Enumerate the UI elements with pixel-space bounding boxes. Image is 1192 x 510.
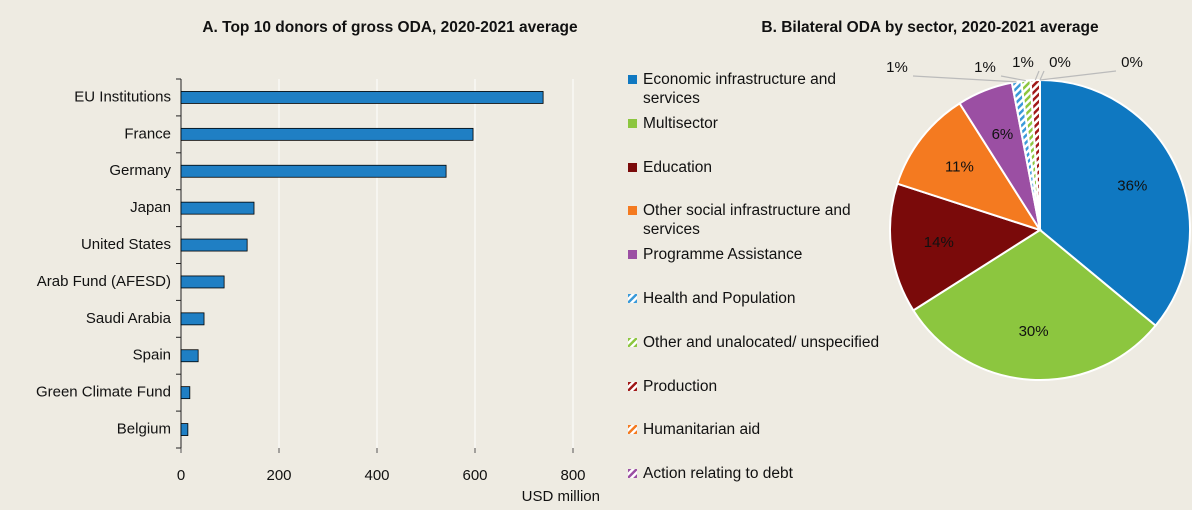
data-label: 36% bbox=[1117, 178, 1147, 195]
x-tick-label: 400 bbox=[364, 467, 389, 484]
legend-item: Other and unalocated/ unspecified bbox=[628, 333, 918, 352]
bar bbox=[180, 312, 205, 326]
legend-swatch bbox=[628, 381, 637, 391]
bar bbox=[180, 423, 189, 436]
y-tick-label: Germany bbox=[109, 162, 171, 179]
data-label: 1% bbox=[974, 59, 996, 76]
legend-label: Action relating to debt bbox=[643, 465, 793, 483]
data-label: 0% bbox=[1121, 54, 1143, 71]
legend-swatch bbox=[628, 206, 637, 216]
y-tick-label: Japan bbox=[130, 199, 171, 216]
y-tick-label: Belgium bbox=[117, 421, 171, 438]
leader-line bbox=[912, 75, 1017, 83]
bar bbox=[180, 349, 199, 363]
pie-slice bbox=[911, 228, 1157, 382]
bar bbox=[180, 127, 474, 141]
leader-line bbox=[1039, 70, 1117, 81]
legend-label: Production bbox=[643, 377, 718, 395]
legend-label: Economic infrastructure and services bbox=[643, 71, 836, 107]
legend-item: Health and Population bbox=[628, 289, 918, 308]
legend-item: Economic infrastructure and services bbox=[628, 70, 918, 108]
legend-swatch bbox=[628, 337, 637, 347]
legend-swatch bbox=[628, 118, 637, 128]
leader-line bbox=[1034, 70, 1040, 81]
y-tick-label: United States bbox=[81, 236, 171, 253]
x-tick-label: 600 bbox=[462, 467, 487, 484]
pie-slice bbox=[1039, 78, 1191, 328]
legend-item: Other social infrastructure and services bbox=[628, 201, 918, 239]
legend-label: Programme Assistance bbox=[643, 246, 803, 264]
leader-line bbox=[1000, 75, 1026, 82]
y-tick-label: Arab Fund (AFESD) bbox=[37, 273, 171, 290]
legend-swatch bbox=[628, 294, 637, 303]
legend-item: Education bbox=[628, 158, 918, 177]
x-tick-label: 200 bbox=[266, 467, 291, 484]
data-label: 11% bbox=[945, 158, 974, 175]
data-label: 1% bbox=[886, 59, 908, 76]
y-tick-label: EU Institutions bbox=[74, 88, 171, 105]
chart-title: B. Bilateral ODA by sector, 2020-2021 av… bbox=[761, 19, 1099, 36]
y-tick-label: Spain bbox=[133, 347, 171, 364]
legend-item: Programme Assistance bbox=[628, 245, 918, 264]
x-tick-label: 800 bbox=[560, 467, 585, 484]
legend-item: Action relating to debt bbox=[628, 464, 918, 483]
x-axis-label: USD million bbox=[522, 488, 600, 505]
legend-label: Multisector bbox=[643, 114, 718, 132]
legend-swatch bbox=[628, 250, 637, 260]
legend-swatch bbox=[628, 425, 637, 435]
x-tick-label: 0 bbox=[177, 467, 185, 484]
legend-item: Production bbox=[628, 377, 918, 396]
bar bbox=[180, 164, 447, 178]
legend-label: Other and unalocated/ unspecified bbox=[643, 333, 880, 351]
legend-label: Humanitarian aid bbox=[643, 421, 761, 439]
y-tick-label: Saudi Arabia bbox=[86, 310, 172, 327]
data-label: 6% bbox=[992, 126, 1014, 143]
legend-item: Multisector bbox=[628, 114, 918, 133]
data-label: 1% bbox=[1012, 54, 1034, 71]
pie-slice bbox=[896, 101, 1043, 232]
chart-title: A. Top 10 donors of gross ODA, 2020-2021… bbox=[202, 19, 578, 36]
bar bbox=[180, 91, 544, 104]
y-tick-label: France bbox=[124, 125, 171, 142]
bar bbox=[180, 201, 255, 215]
legend-swatch bbox=[628, 75, 637, 84]
bar bbox=[180, 275, 225, 289]
bar bbox=[180, 386, 191, 400]
legend-label: Other social infrastructure and services bbox=[643, 202, 851, 239]
leader-line bbox=[1039, 70, 1045, 81]
data-label: 30% bbox=[1019, 323, 1049, 340]
legend-label: Education bbox=[643, 158, 712, 176]
legend-swatch bbox=[628, 162, 637, 172]
bar bbox=[180, 238, 248, 252]
legend-swatch bbox=[628, 469, 637, 479]
legend-item: Humanitarian aid bbox=[628, 420, 918, 439]
data-label: 14% bbox=[924, 234, 954, 251]
pie-slice bbox=[889, 182, 1043, 312]
y-tick-label: Green Climate Fund bbox=[36, 384, 171, 401]
data-label: 0% bbox=[1049, 54, 1071, 71]
legend-label: Health and Population bbox=[643, 290, 796, 307]
